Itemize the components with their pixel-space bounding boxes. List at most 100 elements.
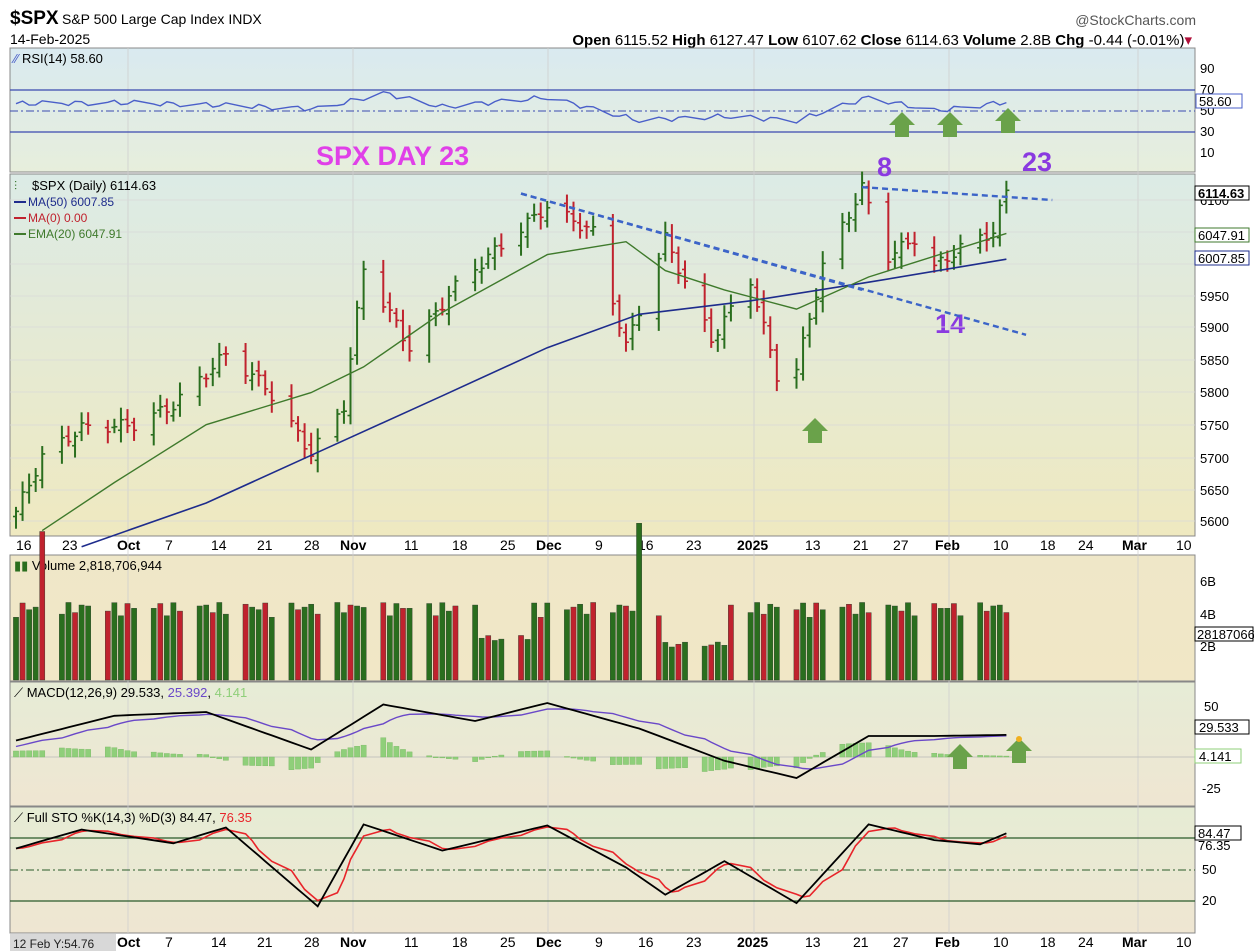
- macd-tag: 29.533: [1199, 720, 1239, 735]
- macd-hist-bar: [170, 753, 177, 758]
- volume-label: Volume: [962, 32, 1017, 49]
- close-label: Close: [860, 32, 902, 49]
- volume-bar: [852, 613, 859, 681]
- macd-hist-bar: [105, 746, 111, 758]
- x-tick: Nov: [340, 537, 367, 553]
- volume-bar: [655, 615, 662, 681]
- macd-hist-bar: [524, 751, 531, 758]
- macd-hist-bar: [118, 749, 124, 758]
- sto-title: Full STO %K(14,3) %D(3) 84.47: [27, 810, 212, 825]
- volume-bar: [616, 604, 623, 681]
- volume-bar: [859, 602, 865, 681]
- macd-signal-line: [15, 708, 1007, 770]
- volume-bar: [196, 605, 203, 681]
- annotation-count-8: 8: [877, 152, 892, 182]
- x-tick: 28: [304, 537, 320, 553]
- x-tick: 2025: [737, 537, 768, 553]
- volume-bar: [164, 615, 170, 681]
- volume-bar: [400, 608, 406, 681]
- volume-bar: [314, 613, 321, 681]
- macd-y-axis: 50 -25: [1202, 699, 1221, 796]
- ema-tag-box: [1194, 227, 1250, 243]
- x-tick: 10: [993, 537, 1009, 553]
- macd-hist-bar: [249, 756, 255, 766]
- macd-hist-bar: [885, 745, 892, 758]
- trendline-top: [862, 185, 1053, 202]
- macd-hist-bar: [682, 756, 688, 768]
- up-arrow-icon: [889, 112, 915, 137]
- x-tick: 7: [165, 537, 173, 553]
- volume-bar: [793, 609, 800, 681]
- macd-hist-bar: [911, 752, 918, 758]
- macd-panel: [9, 681, 1196, 807]
- price-tick: 5950: [1200, 289, 1229, 304]
- volume-bar: [177, 610, 183, 681]
- x-tick: 18: [452, 934, 468, 950]
- volume-bar: [839, 606, 846, 681]
- macd-hist-bar: [478, 756, 485, 760]
- volume-bar: [990, 605, 997, 681]
- price-y-axis: 5600 5650 5700 5750 5800 5850 5900 5950 …: [1200, 193, 1229, 529]
- volume-bar: [19, 602, 26, 681]
- macd-hist-bar: [262, 756, 269, 767]
- macd-legend-icon: ⟋: [14, 685, 27, 700]
- close-value: 6114.63: [905, 32, 959, 49]
- x-tick: Oct: [117, 537, 141, 553]
- x-tick: 18: [452, 537, 468, 553]
- macd-hist-bar: [308, 756, 314, 769]
- macd-hist-bar: [570, 756, 577, 759]
- x-tick: 9: [595, 934, 603, 950]
- price-tick: 5750: [1200, 418, 1229, 433]
- volume-bar: [623, 605, 629, 681]
- macd-hist-bar: [754, 756, 760, 769]
- macd-hist-tag-box: [1194, 748, 1242, 764]
- macd-hist-bar: [255, 756, 262, 766]
- volume-bar: [78, 604, 85, 681]
- sto-k-line: [15, 823, 1007, 908]
- price-tick: 5700: [1200, 451, 1229, 466]
- macd-hist-tag: 4.141: [1199, 749, 1232, 764]
- price-x-axis: 16 23 Oct 7 14 21 28 Nov 11 18 25 Dec 9 …: [16, 537, 1192, 553]
- x-tick: 23: [62, 537, 78, 553]
- volume-bar: [341, 612, 347, 681]
- x-tick: 21: [257, 934, 273, 950]
- macd-hist-bar: [393, 746, 400, 758]
- macd-hist-bar: [937, 753, 944, 758]
- x-tick: 13: [805, 934, 821, 950]
- volume-bar: [439, 602, 446, 681]
- macd-hist-bar: [846, 743, 852, 758]
- chg-value: -0.44 (-0.01%): [1088, 32, 1185, 49]
- macd-hist-bar: [347, 747, 354, 758]
- footer-note: 12 Feb Y:54.76: [13, 937, 95, 951]
- volume-bar: [347, 604, 354, 681]
- volume-bar: [544, 602, 551, 681]
- sto-k-tag-box: [1194, 825, 1242, 841]
- macd-hist-bar: [531, 750, 537, 758]
- volume-bar: [905, 602, 911, 681]
- macd-hist-bar: [977, 755, 983, 758]
- x-tick: 23: [686, 537, 702, 553]
- rsi-legend: ⁄⁄ RSI(14) 58.60: [11, 51, 103, 66]
- macd-hist-bar: [793, 756, 800, 769]
- macd-hist-bar: [800, 756, 806, 763]
- down-triangle-icon: ▾: [1184, 32, 1192, 49]
- macd-hist-bar: [662, 756, 669, 769]
- macd-hist-bar: [813, 754, 819, 758]
- volume-bar: [157, 603, 164, 681]
- x-tick: 25: [500, 537, 516, 553]
- x-tick: 27: [893, 537, 909, 553]
- macd-hist-bar: [669, 756, 675, 769]
- volume-tick: 6B: [1200, 574, 1216, 589]
- volume-bar: [432, 615, 439, 681]
- volume-bar: [131, 608, 137, 681]
- macd-hist-bar: [400, 749, 406, 758]
- volume-bar: [767, 603, 774, 681]
- macd-hist-bar: [806, 756, 813, 759]
- rsi-tick: 30: [1200, 124, 1214, 139]
- annotation-title: SPX DAY 23: [316, 141, 469, 171]
- x-tick: 9: [595, 537, 603, 553]
- macd-hist-bar: [983, 755, 990, 758]
- macd-hist-bar: [905, 750, 911, 758]
- macd-hist-bar: [72, 748, 78, 758]
